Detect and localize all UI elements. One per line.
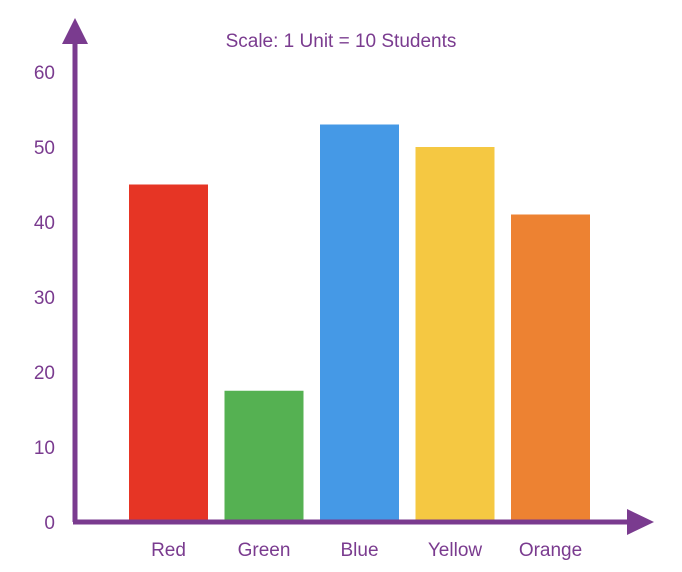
y-tick-label-60: 60 xyxy=(34,63,55,84)
bar-green xyxy=(224,390,304,522)
bars-layer xyxy=(129,124,590,522)
x-category-label-orange: Orange xyxy=(519,540,582,561)
axes xyxy=(62,18,654,535)
y-tick-label-40: 40 xyxy=(34,213,55,234)
y-tick-label-10: 10 xyxy=(34,438,55,459)
x-axis-category-labels: Red Green Blue Yellow Orange xyxy=(151,540,582,561)
chart-title: Scale: 1 Unit = 10 Students xyxy=(226,31,457,52)
bar-blue xyxy=(320,124,399,522)
bar-red xyxy=(129,184,208,522)
x-category-label-red: Red xyxy=(151,540,186,561)
y-tick-label-50: 50 xyxy=(34,138,55,159)
y-tick-label-30: 30 xyxy=(34,288,55,309)
x-category-label-green: Green xyxy=(238,540,291,561)
bar-orange xyxy=(511,214,590,522)
y-tick-label-0: 0 xyxy=(44,513,55,534)
y-axis-tick-labels: 0 10 20 30 40 50 60 xyxy=(34,63,55,534)
x-category-label-yellow: Yellow xyxy=(428,540,483,561)
bar-yellow xyxy=(415,147,495,522)
x-axis-arrow-icon xyxy=(627,509,654,535)
y-tick-label-20: 20 xyxy=(34,363,55,384)
y-axis-arrow-icon xyxy=(62,18,88,44)
x-category-label-blue: Blue xyxy=(340,540,378,561)
